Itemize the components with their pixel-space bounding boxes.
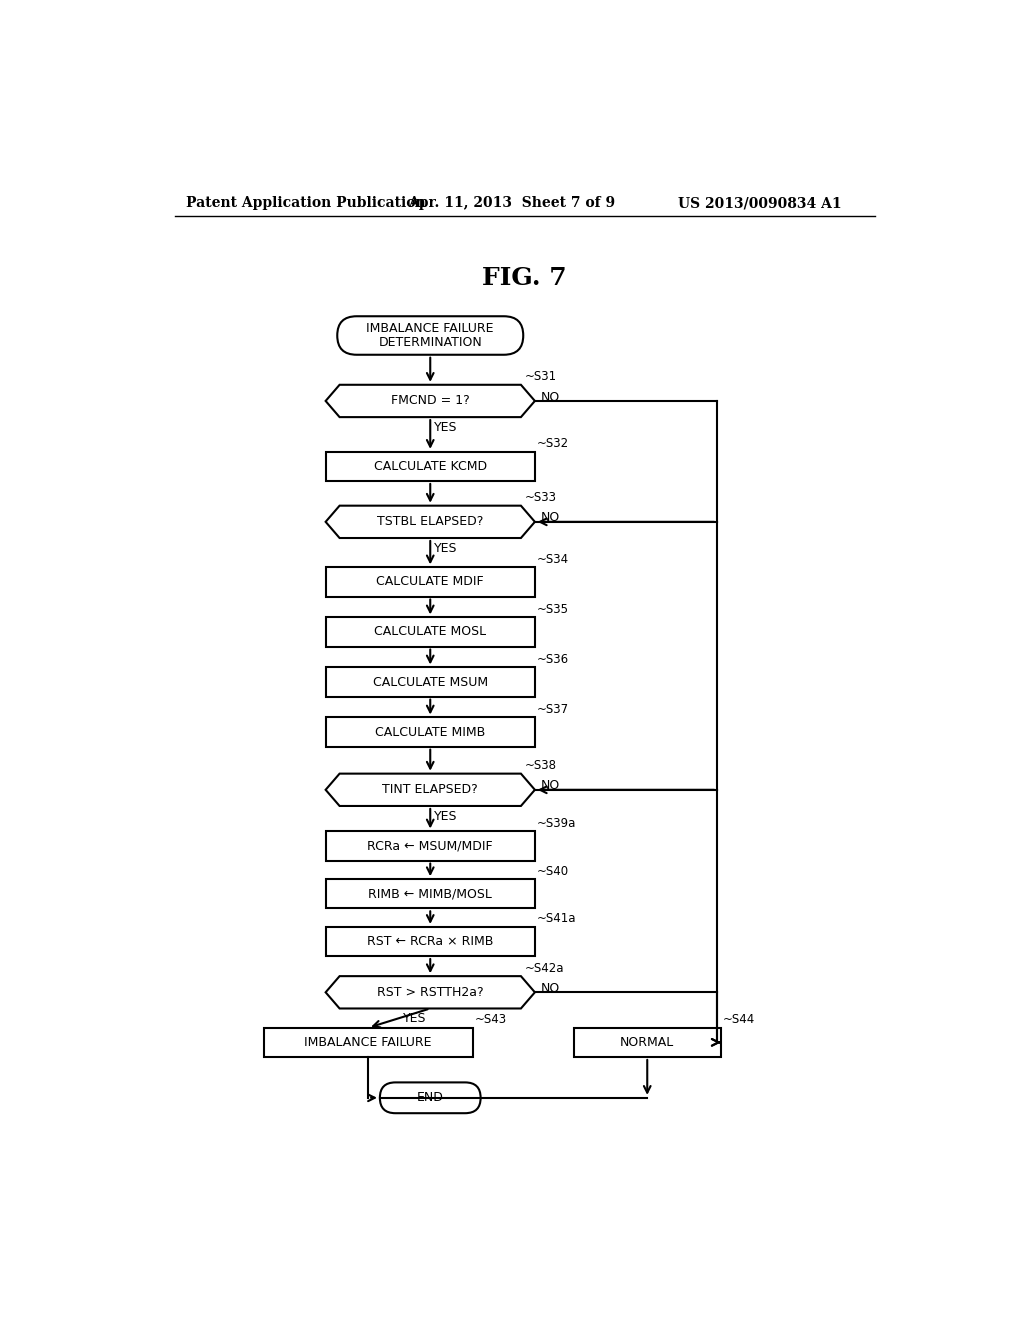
- Text: RIMB ← MIMB/MOSL: RIMB ← MIMB/MOSL: [369, 887, 493, 900]
- Text: CALCULATE MIMB: CALCULATE MIMB: [375, 726, 485, 739]
- Text: ~S40: ~S40: [538, 865, 569, 878]
- Text: YES: YES: [434, 421, 458, 434]
- Text: ~S34: ~S34: [538, 553, 569, 566]
- Text: END: END: [417, 1092, 443, 1105]
- Text: ~S31: ~S31: [524, 370, 557, 383]
- Text: ~S37: ~S37: [538, 702, 569, 715]
- Bar: [573, 1028, 721, 1057]
- Text: ~S41a: ~S41a: [538, 912, 577, 925]
- Bar: [326, 832, 535, 861]
- Bar: [326, 618, 535, 647]
- Text: NORMAL: NORMAL: [621, 1036, 675, 1049]
- Text: CALCULATE MSUM: CALCULATE MSUM: [373, 676, 487, 689]
- Text: FIG. 7: FIG. 7: [482, 265, 567, 290]
- Bar: [326, 927, 535, 956]
- Bar: [326, 718, 535, 747]
- Text: ~S39a: ~S39a: [538, 817, 577, 830]
- Text: IMBALANCE FAILURE: IMBALANCE FAILURE: [304, 1036, 432, 1049]
- Text: RST ← RCRa × RIMB: RST ← RCRa × RIMB: [367, 935, 494, 948]
- Text: ~S42a: ~S42a: [524, 961, 564, 974]
- Text: FMCND = 1?: FMCND = 1?: [391, 395, 470, 408]
- Bar: [326, 568, 535, 597]
- Text: US 2013/0090834 A1: US 2013/0090834 A1: [678, 197, 842, 210]
- Bar: [326, 668, 535, 697]
- Text: ~S44: ~S44: [723, 1014, 756, 1026]
- Text: CALCULATE MDIF: CALCULATE MDIF: [377, 576, 484, 589]
- Bar: [263, 1028, 473, 1057]
- Text: YES: YES: [403, 1012, 427, 1026]
- Text: ~S32: ~S32: [538, 437, 569, 450]
- Text: CALCULATE KCMD: CALCULATE KCMD: [374, 459, 486, 473]
- Text: RST > RSTTH2a?: RST > RSTTH2a?: [377, 986, 483, 999]
- Text: ~S33: ~S33: [524, 491, 557, 504]
- Text: NO: NO: [541, 779, 560, 792]
- Text: NO: NO: [541, 511, 560, 524]
- Bar: [326, 879, 535, 908]
- Text: ~S35: ~S35: [538, 603, 569, 615]
- Text: TINT ELAPSED?: TINT ELAPSED?: [382, 783, 478, 796]
- Bar: [326, 451, 535, 480]
- Text: Patent Application Publication: Patent Application Publication: [186, 197, 426, 210]
- Text: NO: NO: [541, 391, 560, 404]
- Text: RCRa ← MSUM/MDIF: RCRa ← MSUM/MDIF: [368, 840, 494, 853]
- Text: YES: YES: [434, 810, 458, 822]
- Text: ~S36: ~S36: [538, 653, 569, 665]
- Text: NO: NO: [541, 982, 560, 995]
- Text: Apr. 11, 2013  Sheet 7 of 9: Apr. 11, 2013 Sheet 7 of 9: [409, 197, 615, 210]
- Text: ~S38: ~S38: [524, 759, 557, 772]
- Text: TSTBL ELAPSED?: TSTBL ELAPSED?: [377, 515, 483, 528]
- Text: ~S43: ~S43: [475, 1014, 507, 1026]
- Text: CALCULATE MOSL: CALCULATE MOSL: [374, 626, 486, 639]
- Text: IMBALANCE FAILURE
DETERMINATION: IMBALANCE FAILURE DETERMINATION: [367, 322, 494, 350]
- Text: YES: YES: [434, 543, 458, 554]
